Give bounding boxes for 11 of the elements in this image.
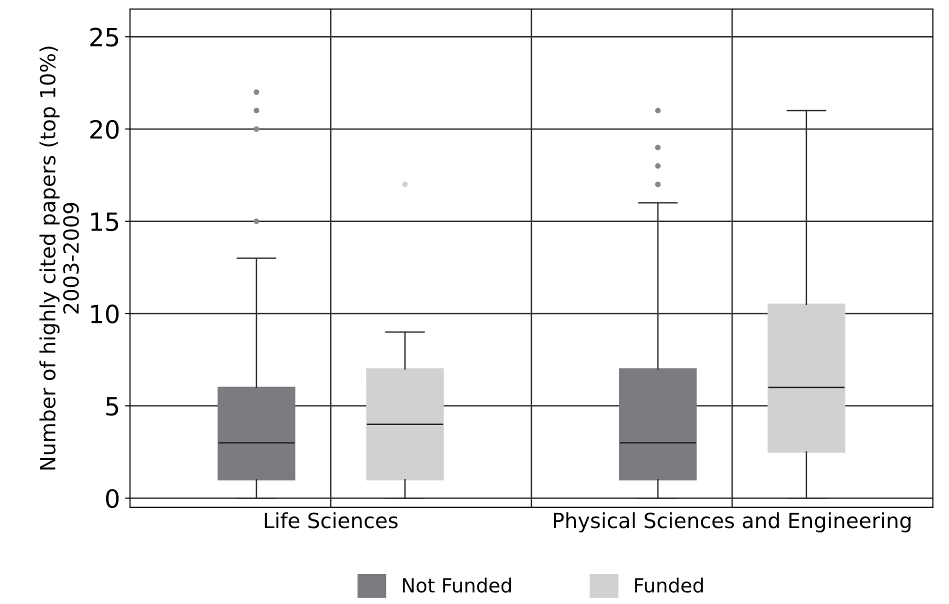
y-tick-label: 10 [91, 304, 119, 324]
y-tick-label: 5 [106, 397, 118, 416]
x-tick-label: Physical Sciences and Engineering [554, 512, 910, 532]
y-tick-label: 15 [91, 212, 118, 232]
y-tick-label: 20 [90, 120, 119, 139]
legend-label: Not Funded [402, 578, 511, 593]
legend-label: Funded [635, 578, 703, 593]
x-tick-label: Life Sciences [264, 512, 398, 528]
y-tick-label: 0 [106, 489, 119, 508]
y-axis-title: Number of highly cited papers (top 10%) 2003-2009 [39, 46, 79, 470]
y-tick-label: 25 [90, 28, 118, 47]
